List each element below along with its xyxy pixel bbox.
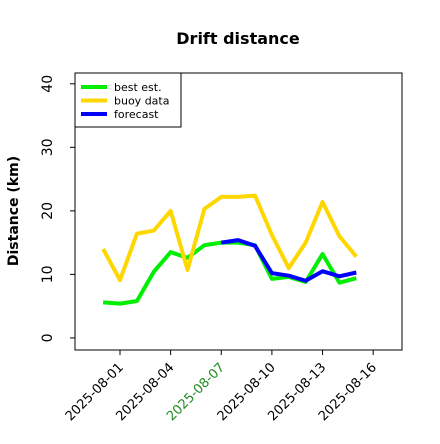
y-tick-label: 40 [40,75,56,93]
y-tick-label: 10 [40,265,56,283]
y-tick-label: 0 [40,333,56,342]
series-line [101,193,358,283]
chart-title: Drift distance [176,29,300,48]
legend-label: buoy data [114,95,169,108]
series-line [220,238,357,283]
y-tick-label: 30 [40,138,56,156]
legend-label: forecast [114,108,159,121]
y-tick-label: 20 [40,202,56,220]
y-axis-label: Distance (km) [6,156,22,266]
legend-label: best est. [114,81,162,94]
plot-frame [74,72,403,351]
